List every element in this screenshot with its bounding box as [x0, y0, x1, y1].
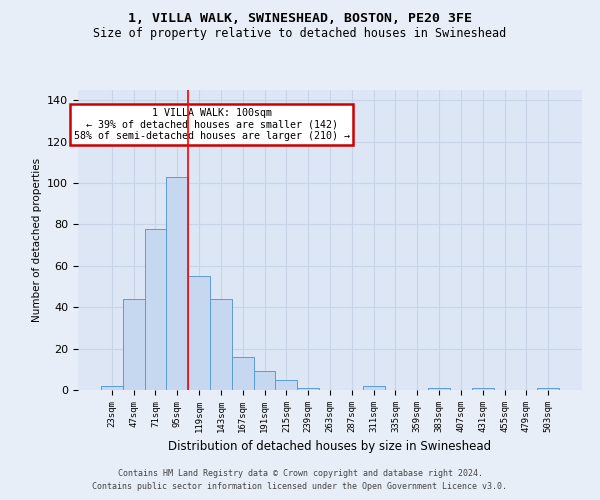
Bar — [145, 228, 166, 390]
Bar — [188, 276, 210, 390]
Bar — [472, 388, 494, 390]
Y-axis label: Number of detached properties: Number of detached properties — [32, 158, 41, 322]
Text: Contains HM Land Registry data © Crown copyright and database right 2024.: Contains HM Land Registry data © Crown c… — [118, 468, 482, 477]
Bar — [537, 388, 559, 390]
Text: Size of property relative to detached houses in Swineshead: Size of property relative to detached ho… — [94, 28, 506, 40]
X-axis label: Distribution of detached houses by size in Swineshead: Distribution of detached houses by size … — [169, 440, 491, 454]
Bar — [428, 388, 450, 390]
Text: 1 VILLA WALK: 100sqm  
← 39% of detached houses are smaller (142)
58% of semi-de: 1 VILLA WALK: 100sqm ← 39% of detached h… — [74, 108, 350, 141]
Bar — [166, 177, 188, 390]
Bar — [210, 299, 232, 390]
Bar — [101, 386, 123, 390]
Bar — [363, 386, 385, 390]
Bar — [297, 388, 319, 390]
Bar — [254, 372, 275, 390]
Bar — [123, 299, 145, 390]
Bar — [275, 380, 297, 390]
Text: Contains public sector information licensed under the Open Government Licence v3: Contains public sector information licen… — [92, 482, 508, 491]
Bar — [232, 357, 254, 390]
Text: 1, VILLA WALK, SWINESHEAD, BOSTON, PE20 3FE: 1, VILLA WALK, SWINESHEAD, BOSTON, PE20 … — [128, 12, 472, 26]
